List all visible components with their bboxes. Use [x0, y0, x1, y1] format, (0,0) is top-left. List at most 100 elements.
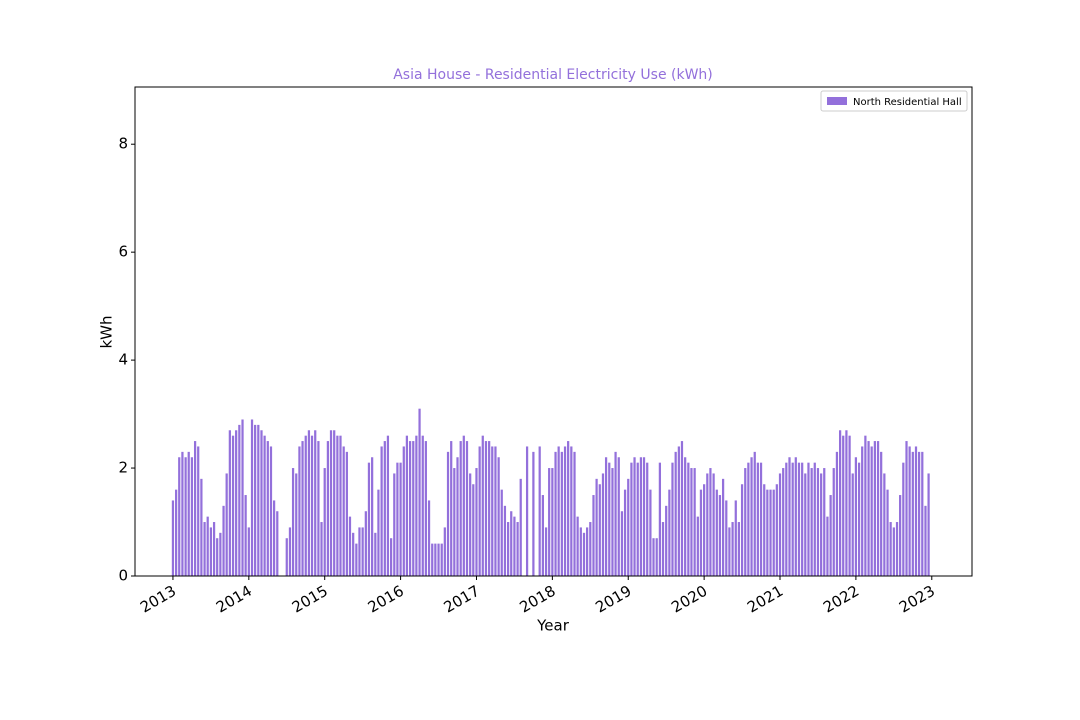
bar	[649, 489, 652, 576]
bar	[336, 435, 339, 576]
bar	[475, 468, 478, 576]
bar	[219, 532, 222, 576]
bar	[364, 511, 367, 576]
y-tick-label: 4	[118, 351, 128, 369]
chart-title: Asia House - Residential Electricity Use…	[393, 67, 713, 83]
bar	[870, 446, 873, 576]
bar	[782, 468, 785, 576]
bar	[405, 435, 409, 576]
plot-frame	[134, 86, 973, 577]
bar	[228, 430, 231, 576]
bar	[206, 516, 209, 576]
bar	[314, 430, 317, 576]
bar	[718, 495, 722, 576]
bar	[355, 543, 358, 576]
bar	[721, 478, 725, 576]
bar	[582, 532, 586, 576]
bar	[775, 484, 778, 576]
bar	[677, 446, 680, 576]
bar	[851, 473, 854, 576]
bar	[646, 462, 649, 576]
bar	[507, 522, 510, 576]
bar	[437, 543, 440, 576]
bar	[861, 446, 864, 576]
bar	[892, 527, 895, 576]
bar	[516, 522, 519, 576]
bar	[699, 489, 703, 576]
bar	[927, 473, 930, 576]
bar	[329, 430, 333, 576]
bar	[766, 489, 769, 576]
bar	[431, 543, 434, 576]
bar	[785, 462, 788, 576]
bar	[807, 462, 810, 576]
bar	[345, 451, 348, 576]
bar	[715, 489, 718, 576]
bar	[402, 446, 405, 576]
bar	[747, 462, 750, 576]
bar	[788, 457, 791, 576]
bar	[589, 522, 592, 576]
bar	[266, 441, 269, 576]
bar	[911, 451, 914, 576]
bar	[231, 435, 235, 576]
bar	[554, 451, 557, 576]
bar	[753, 451, 756, 576]
bar	[889, 522, 892, 576]
x-tick-label: 2017	[441, 582, 483, 617]
bar	[472, 484, 475, 576]
y-axis-label: kWh	[98, 315, 116, 348]
bar	[396, 462, 399, 576]
bar	[443, 527, 446, 576]
x-tick-label: 2020	[668, 582, 710, 617]
bar	[899, 495, 902, 576]
bar	[276, 511, 279, 576]
bar	[203, 522, 206, 576]
x-tick-label: 2021	[744, 582, 786, 617]
bar	[450, 441, 453, 576]
bar	[772, 489, 775, 576]
bar	[295, 473, 298, 576]
bar	[731, 522, 734, 576]
bar	[488, 441, 491, 576]
bar	[620, 511, 624, 576]
bar	[804, 473, 807, 576]
bar	[383, 441, 386, 576]
bar	[880, 451, 883, 576]
bar	[557, 446, 560, 576]
bar	[386, 435, 390, 576]
bar	[348, 516, 352, 576]
bar	[712, 473, 715, 576]
bar	[801, 462, 804, 576]
bar	[886, 489, 889, 576]
bar	[810, 468, 813, 576]
bar	[826, 516, 829, 576]
bar	[459, 441, 462, 576]
bar	[627, 478, 630, 576]
bar	[576, 516, 579, 576]
bar	[291, 468, 295, 576]
bar	[769, 489, 772, 576]
bar	[377, 489, 380, 576]
bar	[491, 446, 494, 576]
bar	[393, 473, 396, 576]
bar	[225, 473, 228, 576]
bar	[642, 457, 646, 576]
bar	[917, 451, 921, 576]
bar	[525, 446, 529, 576]
bar	[421, 435, 424, 576]
bar	[456, 457, 459, 576]
bar	[418, 408, 421, 576]
bar	[453, 468, 456, 576]
bar	[222, 505, 225, 576]
bar	[595, 478, 598, 576]
bar	[611, 468, 614, 576]
bar	[608, 462, 611, 576]
bar	[655, 538, 658, 576]
bar	[465, 441, 469, 576]
bar	[307, 430, 311, 576]
bar	[412, 441, 415, 576]
bar	[510, 511, 513, 576]
x-tick-label: 2023	[896, 582, 938, 617]
bar	[481, 435, 484, 576]
